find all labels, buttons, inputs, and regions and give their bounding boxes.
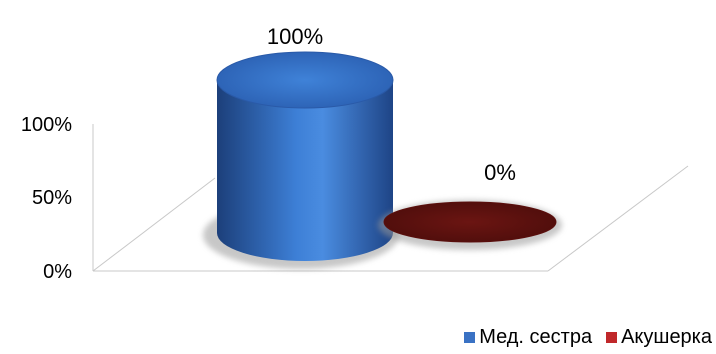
legend-item-med-sestra: Мед. сестра <box>464 326 592 348</box>
legend-swatch-med-sestra <box>464 331 476 343</box>
legend: Мед. сестра Акушерка <box>464 326 712 348</box>
y-tick-50: 50% <box>32 187 72 209</box>
chart-floor <box>92 124 689 272</box>
y-tick-0: 0% <box>43 261 72 283</box>
legend-label-akusherka: Акушерка <box>621 326 712 348</box>
bar-akusherka-top <box>383 201 557 243</box>
legend-label-med-sestra: Мед. сестра <box>479 326 593 348</box>
bar-med-sestra-top <box>216 51 394 109</box>
bar-med-sestra <box>203 51 399 269</box>
bar-med-sestra-body <box>217 80 393 261</box>
data-label-akusherka: 0% <box>484 160 516 185</box>
legend-item-akusherka: Акушерка <box>606 326 712 348</box>
y-axis: 100% 50% 0% <box>21 114 72 283</box>
bar-akusherka <box>378 200 562 250</box>
legend-swatch-akusherka <box>606 331 618 343</box>
y-tick-100: 100% <box>21 114 72 136</box>
data-label-med-sestra: 100% <box>267 24 323 49</box>
